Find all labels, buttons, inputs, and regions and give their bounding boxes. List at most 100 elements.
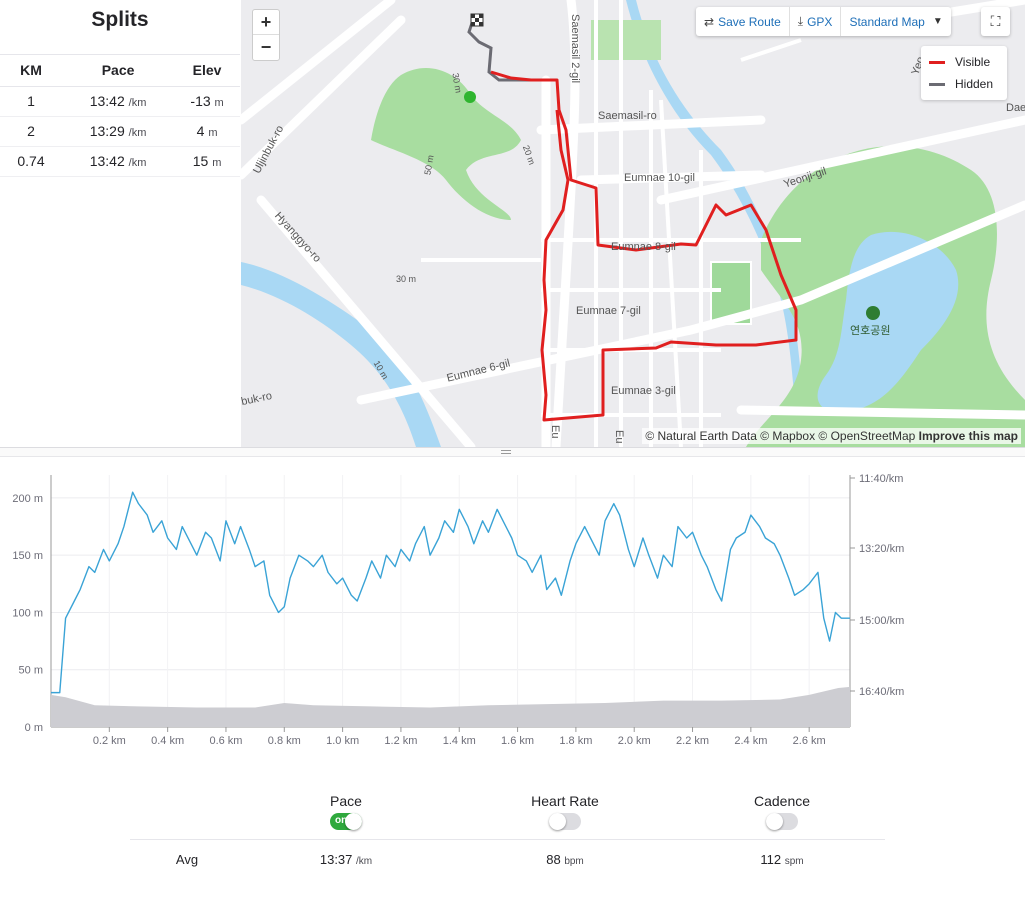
split-elev-unit: m [212,157,222,169]
legend-hidden-label: Hidden [955,77,994,91]
roads [241,0,1025,447]
y-right-tick-label: 11:40/km [859,473,903,485]
legend-visible: Visible [929,51,999,73]
cadence-toggle[interactable] [766,813,798,830]
legend-hidden: Hidden [929,73,999,95]
avg-heart-rate: 88 bpm [495,852,635,867]
map-canvas[interactable] [241,0,1025,447]
label-eumnae7: Eumnae 7-gil [576,305,641,317]
y-axis-right: 11:40/km 13:20/km 15:00/km 16:40/km [850,473,904,698]
label-eumnae3: Eumnae 3-gil [611,385,676,397]
zoom-out-button[interactable]: − [260,37,272,57]
split-elev-value: 15 [192,153,209,169]
toggle-on-text: on [335,815,348,826]
pace-label: Pace [330,793,362,809]
x-tick-label: 1.4 km [443,735,476,747]
split-elev-unit: m [214,97,224,109]
split-km: 2 [0,116,62,147]
fullscreen-icon: ⛶ [990,13,1001,29]
cadence-column: Cadence [712,785,852,830]
elevation-series [51,686,850,727]
legend-swatch [929,82,945,86]
contour-label: 30 m [396,274,417,284]
save-route-button[interactable]: ⇄ Save Route [696,7,790,36]
label-eu: Eu [613,430,625,444]
improve-map-link[interactable]: Improve this map [918,429,1018,443]
avg-row: Avg 13:37 /km 88 bpm 112 spm [130,840,885,880]
split-pace-unit: /km [128,97,147,109]
gpx-button[interactable]: ⤓ GPX [790,7,842,36]
split-pace-value: 13:29 [89,123,125,139]
y-axis-left: 0 m 50 m 100 m 150 m 200 m [12,493,43,734]
start-marker [464,91,476,103]
label-eumnae10: Eumnae 10-gil [624,172,695,184]
grip-icon [501,450,511,454]
attribution-text[interactable]: © Natural Earth Data © Mapbox © OpenStre… [645,429,916,443]
heart-rate-column: Heart Rate [495,785,635,830]
table-row: 1 13:42 /km -13 m [0,86,240,117]
chevron-down-icon: ▼ [932,16,943,27]
split-pace-value: 13:42 [89,93,125,109]
y-right-tick-label: 13:20/km [859,543,904,555]
y-right-tick-label: 15:00/km [859,615,904,627]
x-tick-label: 1.2 km [384,735,417,747]
map-attribution: © Natural Earth Data © Mapbox © OpenStre… [642,428,1021,444]
header-elev: Elev [174,55,240,87]
visible-route [490,70,798,422]
x-tick-label: 0.4 km [151,735,184,747]
route-map[interactable]: Saemasil 2-gil Saemasil-ro Eumnae 10-gil… [241,0,1025,447]
x-tick-label: 2.6 km [793,735,826,747]
avg-pace-unit: /km [356,856,373,867]
x-tick-label: 0.2 km [93,735,126,747]
splits-panel: Splits KM Pace Elev 1 13:42 /km -13 m 2 … [0,0,240,447]
map-style-label: Standard Map [849,14,925,29]
x-tick-label: 1.0 km [326,735,359,747]
y-tick-label: 200 m [12,493,43,505]
split-pace: 13:42 /km [62,86,175,117]
avg-heart-rate-value: 88 [546,852,561,867]
legend-swatch [929,60,945,64]
split-pace-unit: /km [128,127,147,139]
avg-pace-value: 13:37 [319,852,353,867]
y-tick-label: 100 m [12,607,43,619]
map-toolbar: ⇄ Save Route ⤓ GPX Standard Map ▼ [696,7,951,36]
pace-series [51,491,850,694]
label-park: 연호공원 [850,325,891,337]
avg-cadence-unit: spm [784,856,804,867]
legend-visible-label: Visible [955,55,991,69]
fullscreen-button[interactable]: ⛶ [981,7,1010,36]
finish-flag-icon [470,13,484,27]
toggle-knob [345,813,362,830]
avg-heart-rate-unit: bpm [564,856,584,867]
label-eumnae8: Eumnae 8-gil [611,241,676,253]
map-style-dropdown[interactable]: Standard Map ▼ [841,7,950,36]
splits-header-row: KM Pace Elev [0,55,240,87]
split-elev-value: -13 [190,93,211,109]
split-elev: -13 m [174,86,240,117]
stats-header: Pace on Heart Rate Cadence [130,785,885,840]
split-elev-unit: m [208,127,218,139]
label-saemasilro: Saemasil-ro [598,110,657,122]
label-dae: Dae [1006,102,1025,114]
split-pace-value: 13:42 [89,153,125,169]
stats-panel: Pace on Heart Rate Cadence Avg 13:37 /km… [130,785,885,880]
split-pace: 13:42 /km [62,146,175,177]
elevation-area [51,686,850,727]
zoom-in-button[interactable]: + [253,10,279,35]
split-pace: 13:29 /km [62,116,175,147]
park-area [591,20,661,60]
save-route-label: Save Route [718,14,781,29]
pace-toggle[interactable]: on [330,813,362,830]
route-icon: ⇄ [704,14,715,29]
toggle-knob [549,813,566,830]
zoom-control: + − [252,9,280,61]
x-tick-label: 1.6 km [501,735,534,747]
pace-column: Pace on [276,785,416,830]
resize-handle[interactable] [0,447,1025,457]
heart-rate-toggle[interactable] [549,813,581,830]
chart-grid [50,475,851,728]
toggle-knob [766,813,783,830]
avg-pace: 13:37 /km [276,852,416,867]
park-area [371,67,521,220]
